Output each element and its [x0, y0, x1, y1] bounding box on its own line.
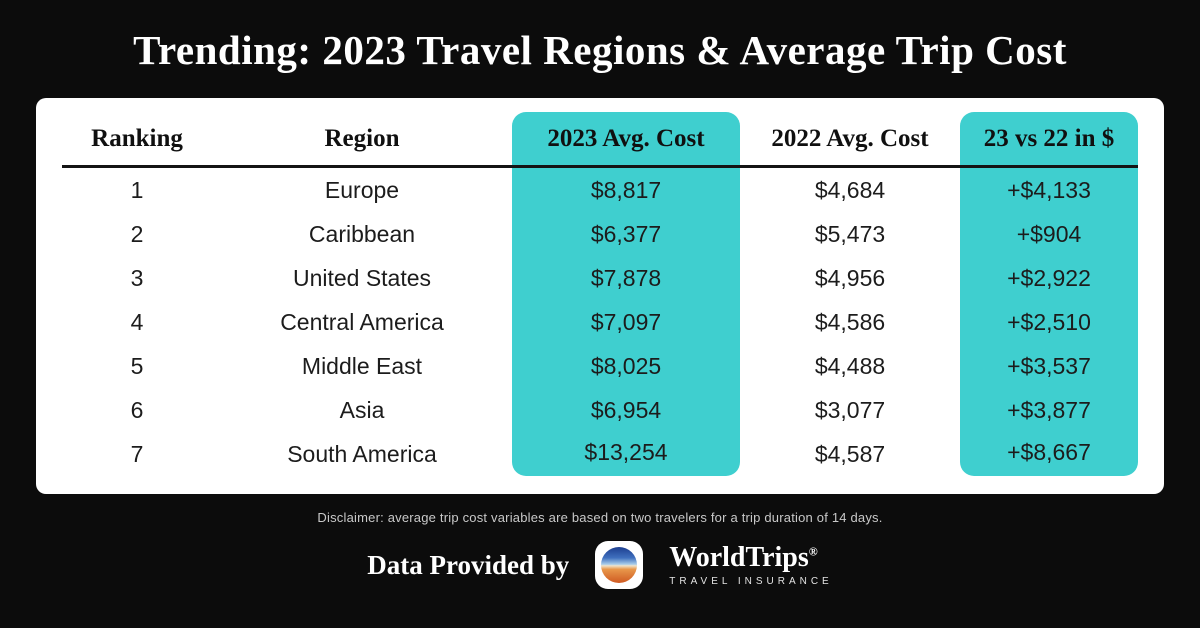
table-cell-2023-cost: $7,878 [512, 256, 740, 300]
table-cell-2022-cost: $4,488 [814, 352, 886, 379]
table-cell-region: Europe [324, 176, 400, 203]
column-header-region: Region [212, 112, 512, 168]
table-cell-diff: +$904 [960, 212, 1138, 256]
table-cell-2023-cost: $6,377 [512, 212, 740, 256]
table-cell-2023-cost: $8,817 [512, 168, 740, 212]
table-cell-ranking: 4 [130, 308, 144, 335]
table-card: Ranking Region 2023 Avg. Cost 2022 Avg. … [36, 98, 1164, 494]
table-cell-2023-cost: $7,097 [512, 300, 740, 344]
brand-tagline: TRAVEL INSURANCE [669, 576, 833, 588]
table-cell-diff: +$3,877 [960, 388, 1138, 432]
table-cell-diff: +$4,133 [960, 168, 1138, 212]
table-cell-ranking: 7 [130, 440, 144, 467]
travel-cost-table: Ranking Region 2023 Avg. Cost 2022 Avg. … [62, 112, 1138, 476]
table-cell-diff: +$8,667 [960, 432, 1138, 476]
table-cell-2023-cost: $8,025 [512, 344, 740, 388]
table-cell-2023-cost: $13,254 [512, 432, 740, 476]
globe-gradient-icon [601, 547, 638, 583]
table-cell-region: Middle East [301, 352, 423, 379]
table-cell-2022-cost: $4,684 [814, 176, 886, 203]
table-cell-2022-cost: $4,586 [814, 308, 886, 335]
column-header-diff: 23 vs 22 in $ [960, 112, 1138, 168]
table-cell-diff: +$3,537 [960, 344, 1138, 388]
column-header-ranking: Ranking [62, 112, 212, 168]
column-header-2023-avg-cost: 2023 Avg. Cost [512, 112, 740, 168]
table-cell-region: Central America [280, 308, 444, 335]
table-cell-ranking: 5 [130, 352, 144, 379]
table-cell-2023-cost: $6,954 [512, 388, 740, 432]
table-cell-ranking: 1 [130, 176, 144, 203]
brand-wordmark: WorldTrips® [669, 543, 832, 572]
table-cell-ranking: 3 [130, 264, 144, 291]
table-cell-2022-cost: $5,473 [814, 220, 886, 247]
page-title: Trending: 2023 Travel Regions & Average … [133, 27, 1067, 73]
table-cell-2022-cost: $4,956 [814, 264, 886, 291]
table-cell-diff: +$2,922 [960, 256, 1138, 300]
footer: Data Provided by WorldTrips® TRAVEL INSU… [367, 541, 832, 589]
table-cell-ranking: 2 [130, 220, 144, 247]
data-provided-by-label: Data Provided by [367, 549, 570, 580]
table-cell-region: South America [287, 440, 437, 467]
column-header-2022-avg-cost: 2022 Avg. Cost [740, 112, 960, 168]
table-cell-diff: +$2,510 [960, 300, 1138, 344]
disclaimer-text: Disclaimer: average trip cost variables … [317, 510, 883, 525]
table-cell-2022-cost: $4,587 [814, 440, 886, 467]
table-cell-2022-cost: $3,077 [814, 396, 886, 423]
brand-text-block: WorldTrips® TRAVEL INSURANCE [669, 543, 833, 588]
table-cell-region: Caribbean [308, 220, 416, 247]
registered-trademark-symbol: ® [808, 544, 818, 559]
table-cell-region: United States [292, 264, 432, 291]
brand-name: WorldTrips [669, 541, 809, 573]
worldtrips-logo-icon [595, 541, 644, 589]
table-cell-ranking: 6 [130, 396, 144, 423]
table-cell-region: Asia [339, 396, 385, 423]
